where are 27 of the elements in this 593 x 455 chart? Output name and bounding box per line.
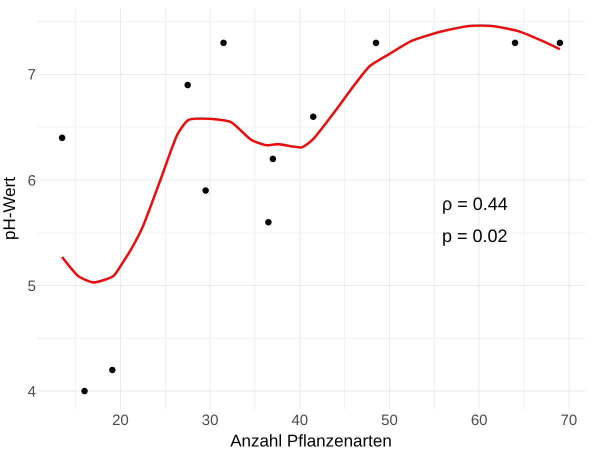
point — [202, 187, 209, 194]
point — [512, 40, 518, 46]
x-tick-label: 40 — [291, 412, 308, 429]
x-tick-label: 50 — [381, 412, 398, 429]
point — [184, 82, 191, 88]
y-axis-title: pH-Wert — [0, 176, 19, 240]
x-axis-title: Anzahl Pflanzenarten — [230, 431, 392, 450]
x-tick-label: 20 — [112, 412, 129, 429]
point — [58, 134, 66, 142]
point — [109, 366, 116, 374]
y-tick-label: 7 — [28, 66, 36, 84]
annotation: ρ = 0.44 — [442, 194, 508, 214]
point — [270, 156, 276, 162]
point — [220, 40, 227, 46]
point — [81, 388, 88, 394]
y-tick-label: 6 — [28, 172, 36, 190]
point — [310, 113, 316, 120]
point — [556, 40, 564, 46]
x-tick-label: 30 — [202, 412, 218, 429]
x-tick-label: 70 — [560, 412, 578, 429]
x-tick-label: 60 — [470, 412, 488, 429]
point — [265, 218, 272, 226]
annotation: p = 0.02 — [442, 226, 508, 246]
point — [372, 40, 380, 46]
line-series — [60, 24, 562, 284]
y-tick-label: 5 — [28, 278, 36, 295]
y-tick-label: 4 — [28, 383, 36, 400]
